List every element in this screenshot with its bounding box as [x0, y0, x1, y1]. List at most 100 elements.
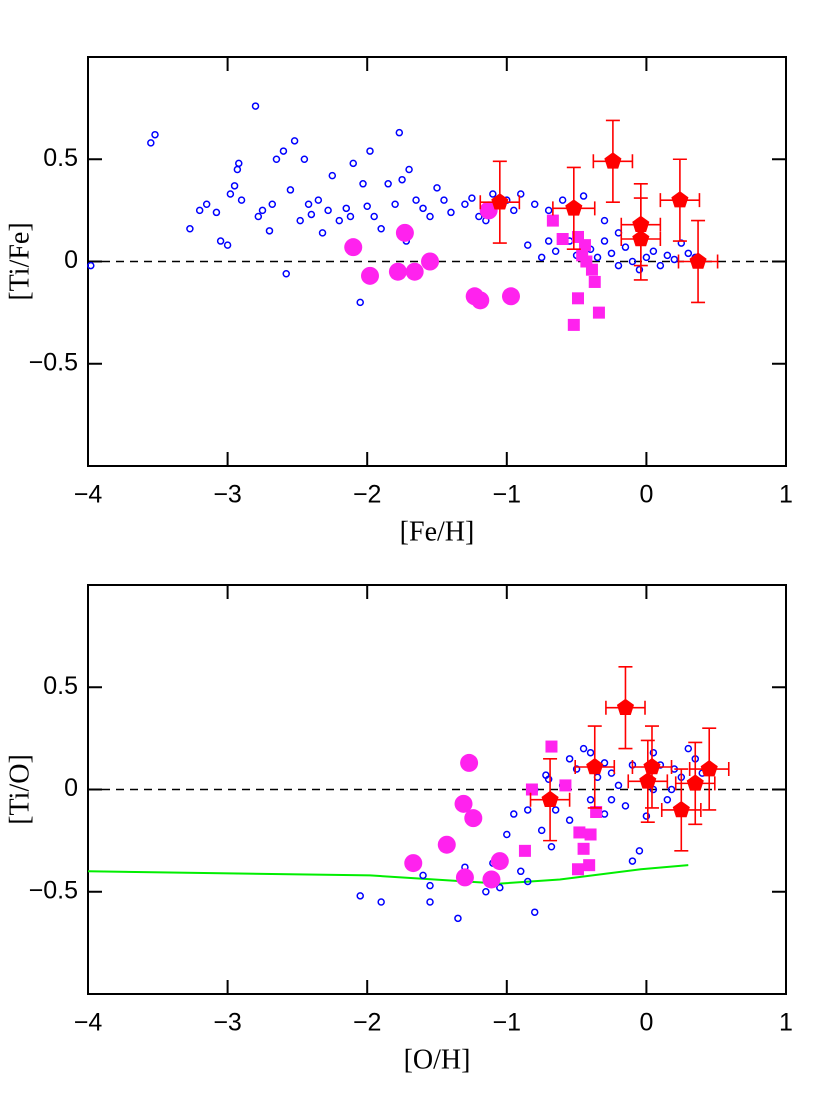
point — [643, 758, 661, 775]
point — [237, 196, 246, 204]
point — [426, 212, 434, 221]
point — [593, 253, 602, 262]
point — [558, 196, 567, 204]
point — [282, 270, 290, 278]
point — [544, 237, 553, 245]
point — [530, 200, 539, 208]
point — [556, 233, 569, 246]
point — [628, 857, 637, 865]
point — [254, 212, 263, 221]
point — [335, 216, 344, 225]
point — [656, 261, 665, 270]
point — [565, 755, 574, 763]
x-tick-label: −3 — [213, 481, 242, 509]
point — [318, 229, 327, 237]
point — [501, 287, 520, 306]
point — [523, 241, 532, 249]
point — [571, 863, 584, 876]
point — [421, 252, 440, 271]
point — [265, 227, 274, 235]
point — [639, 772, 657, 789]
point — [304, 200, 313, 208]
point — [419, 204, 427, 213]
x-tick-label: 0 — [639, 481, 653, 509]
point — [573, 826, 586, 839]
point — [677, 239, 686, 247]
x-tick-label: −2 — [353, 481, 382, 509]
point — [468, 194, 476, 202]
point — [460, 753, 479, 772]
point — [405, 165, 413, 174]
point — [537, 826, 546, 835]
point — [349, 159, 357, 168]
point — [195, 206, 204, 215]
point — [689, 252, 707, 269]
point — [471, 291, 490, 310]
point — [235, 159, 243, 168]
y-axis-label: [Ti/O] — [4, 754, 35, 825]
point — [525, 783, 538, 796]
point — [667, 785, 676, 794]
point — [523, 806, 532, 814]
point — [391, 200, 399, 208]
point — [461, 200, 469, 208]
point — [286, 186, 295, 194]
point — [579, 192, 588, 200]
point — [230, 182, 239, 190]
point — [475, 212, 483, 221]
point — [600, 216, 609, 225]
point — [87, 261, 95, 270]
point — [363, 202, 371, 211]
point — [455, 868, 474, 887]
point — [356, 298, 364, 307]
point — [272, 155, 281, 163]
y-tick-label: 0.5 — [43, 144, 78, 172]
point — [503, 830, 511, 839]
point — [565, 199, 583, 216]
point — [223, 241, 232, 249]
point — [571, 292, 584, 305]
line — [87, 864, 689, 885]
point — [356, 892, 364, 900]
point — [482, 870, 501, 889]
point — [649, 748, 658, 757]
x-tick-label: −1 — [493, 1009, 522, 1037]
point — [579, 744, 588, 753]
point — [279, 147, 288, 155]
point — [700, 760, 718, 777]
point — [344, 238, 363, 257]
point — [510, 810, 518, 818]
point — [464, 809, 483, 828]
point — [482, 888, 490, 896]
point — [663, 251, 672, 260]
point — [628, 257, 637, 266]
point — [649, 247, 658, 256]
point — [186, 225, 194, 233]
point — [670, 255, 679, 264]
y-tick-label: −0.5 — [29, 876, 78, 904]
point — [147, 139, 155, 147]
x-tick-label: 0 — [639, 1009, 653, 1037]
point — [324, 206, 332, 215]
point — [586, 748, 595, 757]
point — [518, 844, 531, 857]
x-tick-label: −3 — [213, 1009, 242, 1037]
point — [216, 237, 225, 245]
point — [607, 795, 616, 804]
point — [684, 744, 693, 753]
point — [684, 249, 693, 258]
y-tick-label: 0 — [64, 774, 78, 802]
point — [586, 795, 595, 804]
point — [614, 261, 623, 270]
point — [491, 193, 509, 210]
x-tick-label: −2 — [353, 1009, 382, 1037]
x-axis-label: [Fe/H] — [400, 516, 475, 547]
point — [395, 128, 404, 137]
point — [202, 200, 211, 208]
point — [328, 171, 337, 180]
point — [346, 212, 355, 221]
point — [621, 802, 630, 810]
point — [635, 265, 644, 274]
point — [233, 165, 242, 174]
